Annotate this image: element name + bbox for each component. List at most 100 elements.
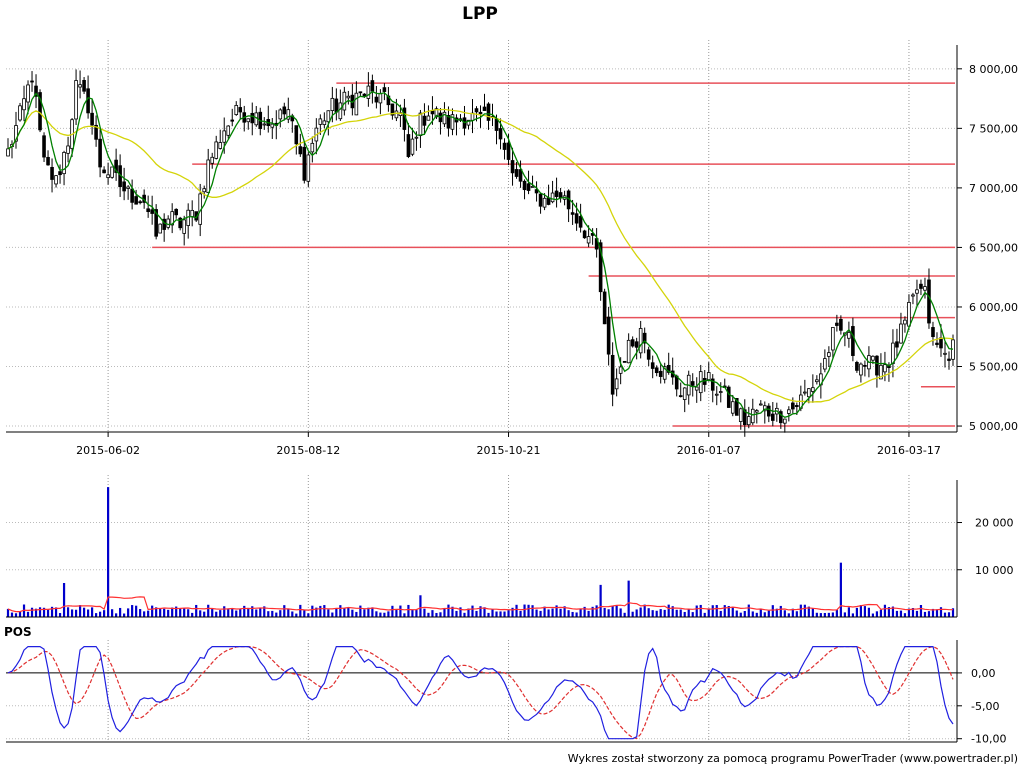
candle-body [202,188,207,193]
candle-body [678,395,683,398]
candle-body [831,327,835,351]
candle-body [414,136,419,139]
candle-body [262,123,267,126]
candle-body [546,197,551,205]
candle-body [390,103,395,116]
candle-body [626,339,631,364]
candle-body [214,141,219,159]
candle-body [526,183,531,191]
candle-body [742,409,747,426]
candle-body [662,366,667,380]
pos-ytick-label: 0,00 [971,667,996,680]
candle-body [730,401,735,414]
candle-body [855,361,859,371]
candle-body [847,332,851,339]
candle-body [410,138,415,155]
candle-body [346,95,351,99]
candle-body [811,387,815,392]
candle-body [54,175,58,185]
candle-body [366,85,371,99]
candle-body [338,102,343,120]
candle-body [26,84,30,103]
volume-panel: 10 000 20 000 [6,475,1014,618]
candle-body [807,388,811,398]
candle-body [706,372,711,381]
volume-average-line [7,596,953,613]
candle-body [935,342,939,345]
candle-body [710,378,715,391]
candle-body [514,169,519,177]
candle-body [166,218,170,228]
candle-body [82,79,86,92]
candle-body [899,323,903,344]
candle-body [646,349,651,360]
candle-body [879,364,883,380]
candle-body [771,413,775,421]
candle-body [915,289,919,294]
moving-average-long-line [7,108,954,403]
xtick-label: 2016-03-17 [877,444,941,457]
candle-body [943,352,947,355]
candle-body [875,355,879,376]
candle-body [422,115,427,126]
candle-body [146,208,150,213]
candle-body [190,209,194,218]
candle-body [334,98,339,113]
chart-title: LPP [462,4,498,24]
candle-body [374,96,379,103]
candle-body [903,319,907,325]
candle-body [90,112,94,126]
price-ytick-label: 5 000,00 [969,420,1018,433]
candle-body [682,387,687,400]
candle-body [222,130,227,143]
candle-body [110,166,114,178]
candle-body [911,294,915,297]
candle-body [779,411,783,424]
moving-average-short-line [7,90,954,419]
candle-body [282,106,287,115]
pos-signal-line [7,645,954,740]
candle-body [839,318,843,331]
candle-body [666,364,671,373]
candle-body [762,405,767,412]
candle-body [426,115,431,121]
candle-body [94,124,98,140]
candle-body [859,363,863,376]
candle-body [630,339,635,347]
candle-body [522,180,527,191]
candle-body [318,118,323,125]
candle-body [210,156,215,164]
price-ytick-label: 7 000,00 [969,182,1018,195]
candle-body [574,213,579,224]
candle-body [406,134,411,157]
volume-ytick-label: 10 000 [975,564,1014,577]
candle-body [42,135,46,158]
candle-body [827,352,831,357]
price-ytick-label: 6 000,00 [969,301,1018,314]
candle-body [362,93,367,97]
candle-body [50,166,54,180]
candle-body [226,125,231,136]
candle-body [370,80,375,92]
candle-body [310,142,315,153]
candle-body [947,358,951,361]
candle-body [803,391,807,394]
candle-body [558,192,563,199]
xtick-label: 2015-10-21 [477,444,541,457]
candle-body [302,146,307,181]
candle-body [418,112,423,137]
candle-body [250,112,255,124]
candle-body [518,169,523,182]
candle-body [815,379,819,383]
candle-body [486,103,491,121]
pos-panel: POS -10,00 -5,00 0,00 [4,625,1006,746]
candle-body [570,212,575,215]
candle-body [114,159,118,173]
candle-body [238,107,243,113]
candle-body [394,110,399,119]
candle-body [578,216,583,228]
candle-body [767,405,771,417]
candle-body [927,279,931,324]
price-ytick-label: 6 500,00 [969,241,1018,254]
